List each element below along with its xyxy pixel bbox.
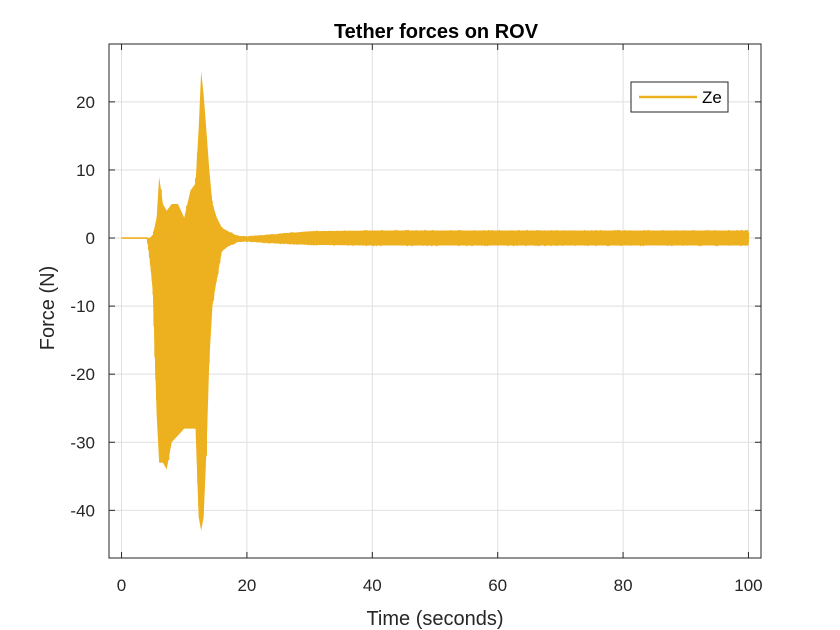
x-tick-label: 100 [734, 576, 762, 595]
x-tick-label: 40 [363, 576, 382, 595]
y-tick-label: -30 [70, 433, 95, 452]
x-tick-label: 80 [614, 576, 633, 595]
tick-marks [109, 44, 761, 558]
y-tick-label: -20 [70, 365, 95, 384]
x-tick-label: 20 [237, 576, 256, 595]
x-tick-label: 60 [488, 576, 507, 595]
x-axis-label: Time (seconds) [366, 608, 503, 630]
y-tick-label: 10 [76, 161, 95, 180]
y-tick-label: -10 [70, 297, 95, 316]
plot-area [109, 44, 761, 558]
series-line-ze [121, 113, 750, 508]
series-layer [121, 71, 750, 531]
y-tick-label: -40 [70, 501, 95, 520]
legend-label-ze: Ze [702, 88, 722, 107]
axes-box [108, 43, 762, 559]
legend: Ze [630, 81, 729, 113]
x-tick-label: 0 [117, 576, 126, 595]
y-axis-label: Force (N) [37, 266, 59, 350]
y-tick-label: 0 [86, 229, 95, 248]
chart-title: Tether forces on ROV [334, 21, 539, 43]
y-tick-label: 20 [76, 93, 95, 112]
